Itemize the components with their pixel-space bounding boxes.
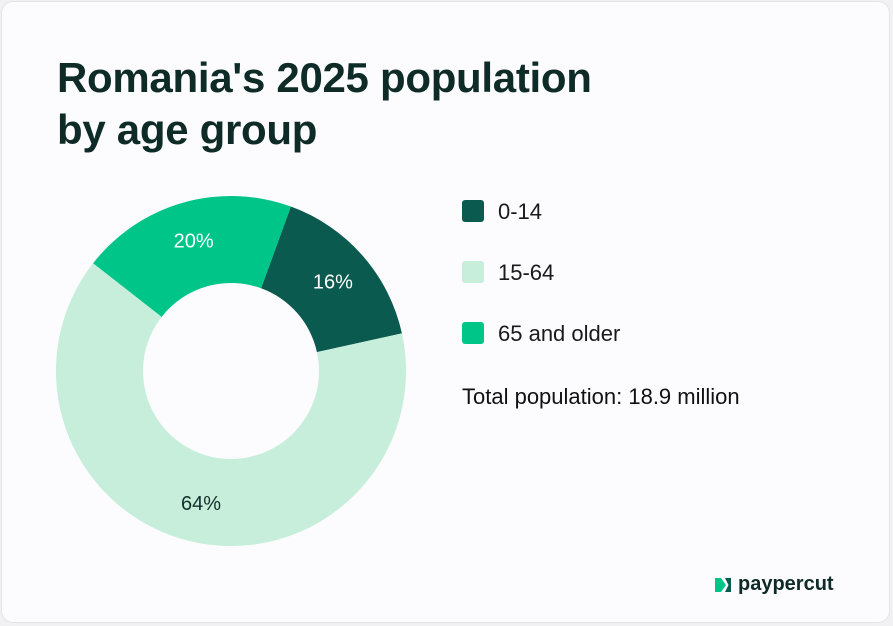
legend-swatch-15-64: [462, 261, 484, 283]
donut-slice-0-14: [261, 206, 402, 353]
donut-slice-65-and-older: [93, 195, 291, 317]
legend-label-15-64: 15-64: [498, 260, 555, 285]
brand-name: paypercut: [738, 573, 834, 595]
total-population-note: Total population: 18.9 million: [462, 384, 740, 409]
legend-label-65-and-older: 65 and older: [498, 321, 621, 346]
legend-swatch-65-and-older: [462, 322, 484, 344]
data-label-65-and-older: 20%: [174, 231, 214, 253]
paypercut-logo-icon: [715, 578, 731, 592]
legend-label-0-14: 0-14: [498, 199, 543, 224]
chart-title-line-2: by age group: [57, 106, 318, 153]
data-label-15-64: 64%: [181, 493, 221, 515]
chart-title: Romania's 2025 population by age group: [57, 52, 777, 156]
data-label-0-14: 16%: [313, 272, 353, 294]
legend-swatch-0-14: [462, 200, 484, 222]
donut-slice-15-64: [56, 263, 407, 546]
chart-title-line-1: Romania's 2025 population: [57, 54, 592, 101]
